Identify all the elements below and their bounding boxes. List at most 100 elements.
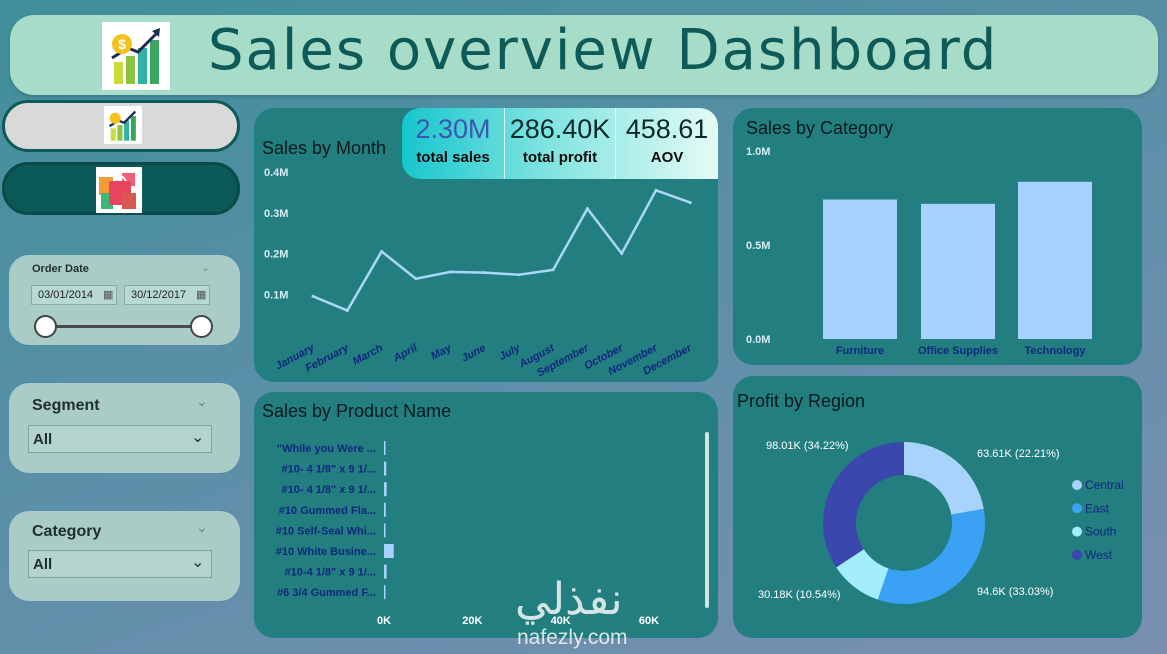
chevron-down-icon[interactable]: ⌄ <box>196 393 208 409</box>
kpi-divider <box>504 108 505 179</box>
x-tick-label: March <box>351 342 385 368</box>
segment-dropdown[interactable]: All ⌄ <box>28 425 212 453</box>
nav-button-overview[interactable] <box>2 100 240 152</box>
slice-data-label: 94.6K (33.03%) <box>977 586 1053 598</box>
x-tick-label: April <box>391 342 420 365</box>
x-tick-label: 40K <box>551 615 571 627</box>
product-label: "While you Were ... <box>277 443 376 455</box>
y-tick-label: 0.4M <box>264 167 288 179</box>
order-date-label: Order Date <box>32 263 89 275</box>
x-tick-label: 0K <box>377 615 391 627</box>
legend-label: West <box>1085 548 1113 562</box>
header-banner <box>10 15 1158 95</box>
y-tick-label: 0.0M <box>746 334 770 346</box>
category-bar <box>823 199 897 339</box>
sales-growth-icon: $ <box>102 22 170 90</box>
profit-by-region-donut-chart: 63.61K (22.21%) 94.6K (33.03%) 30.18K (10.… <box>758 440 1124 604</box>
segment-slicer: Segment ⌄ All ⌄ <box>9 383 240 473</box>
chart-title: Sales by Product Name <box>262 401 452 421</box>
product-bar <box>384 523 386 538</box>
sales-line <box>312 188 691 313</box>
chevron-down-icon: ⌄ <box>191 554 205 571</box>
y-tick-label: 0.5M <box>746 240 770 252</box>
chart-title: Profit by Region <box>737 391 866 411</box>
data-point <box>688 201 692 205</box>
data-point <box>414 277 418 281</box>
end-date-input[interactable]: 30/12/2017 <box>124 285 210 305</box>
category-bar <box>921 203 995 339</box>
legend-label: South <box>1085 525 1116 539</box>
kpi-strip: 2.30M total sales 286.40K total profit 4… <box>402 108 718 179</box>
y-tick-label: 1.0M <box>746 146 770 158</box>
slice-data-label: 30.18K (10.54%) <box>758 589 841 601</box>
vertical-scrollbar[interactable] <box>705 432 709 608</box>
page-title: Sales overview Dashboard <box>208 18 999 83</box>
chevron-down-icon[interactable]: ⌄ <box>196 519 208 535</box>
product-bar <box>384 502 386 517</box>
sales-by-category-card: Sales by Category 0.0M 0.5M 1.0M Furniture O… <box>733 108 1142 365</box>
product-bar <box>384 441 386 455</box>
start-date-input[interactable]: 03/01/2014 <box>31 285 117 305</box>
legend-marker <box>1072 549 1082 560</box>
chevron-down-icon: ⌄ <box>191 429 205 446</box>
kpi-divider <box>615 108 616 179</box>
product-label: #10- 4 1/8" x 9 1/... <box>282 464 377 476</box>
category-bar <box>1018 181 1092 339</box>
legend-label: East <box>1085 501 1110 515</box>
chart-title: Sales by Month <box>262 138 387 158</box>
slice-data-label: 63.61K (22.21%) <box>977 448 1060 460</box>
category-label: Category <box>32 523 102 540</box>
watermark-url: nafezly.com <box>517 626 628 649</box>
range-start-handle[interactable] <box>34 315 57 338</box>
product-label: #10-4 1/8" x 9 1/... <box>285 567 376 579</box>
svg-text:$: $ <box>118 36 126 52</box>
kpi-total-profit: 286.40K total profit <box>505 108 615 179</box>
y-tick-label: 0.3M <box>264 208 288 220</box>
data-point <box>517 273 521 277</box>
calendar-icon[interactable]: ▦ <box>103 289 114 301</box>
segment-value: All <box>33 431 53 448</box>
data-point <box>620 252 624 255</box>
product-bar <box>384 544 394 558</box>
product-bar <box>384 482 387 497</box>
product-bar <box>384 461 387 476</box>
donut-slice-central <box>904 442 984 515</box>
product-label: #10 Self-Seal Whi... <box>276 525 376 537</box>
x-tick-label: 20K <box>462 615 482 627</box>
legend-label: Central <box>1085 478 1124 492</box>
legend-marker <box>1072 480 1082 490</box>
sales-by-category-bar-chart: 0.0M 0.5M 1.0M Furniture Office Supplies Tech… <box>746 146 1092 357</box>
category-slicer: Category ⌄ All ⌄ <box>9 511 240 601</box>
kpi-total-sales: 2.30M total sales <box>402 108 504 179</box>
kpi-label: total sales <box>416 149 490 166</box>
range-end-handle[interactable] <box>190 315 213 338</box>
kpi-value: 2.30M <box>415 114 491 144</box>
product-label: #10 White Busine... <box>276 546 376 558</box>
segment-label: Segment <box>32 397 100 414</box>
start-date-value: 03/01/2014 <box>38 289 94 301</box>
data-point <box>345 309 349 313</box>
data-point <box>654 188 658 192</box>
sales-by-product-bar-chart: "While you Were ... #10- 4 1/8" x 9 1/...… <box>276 441 659 627</box>
data-point <box>483 271 486 275</box>
kpi-value: 286.40K <box>509 114 611 144</box>
kpi-aov: 458.61 AOV <box>616 108 718 179</box>
x-tick-label: Office Supplies <box>918 345 998 357</box>
donut-slice-east <box>877 508 985 604</box>
x-tick-label: Furniture <box>836 345 884 357</box>
kpi-value: 458.61 <box>625 114 709 144</box>
date-range-track[interactable] <box>45 325 203 328</box>
slice-data-label: 98.01K (34.22%) <box>766 440 849 452</box>
calendar-icon[interactable]: ▦ <box>196 289 207 301</box>
product-bar <box>384 585 386 600</box>
x-tick-label: May <box>429 342 454 363</box>
data-point <box>585 207 589 211</box>
donut-slice-west <box>823 442 904 568</box>
data-point <box>448 270 452 274</box>
x-tick-label: June <box>460 342 488 365</box>
category-dropdown[interactable]: All ⌄ <box>28 550 212 578</box>
nav-button-products[interactable] <box>2 162 240 215</box>
chevron-down-icon[interactable]: ⌄ <box>201 262 211 274</box>
y-tick-label: 0.1M <box>264 289 288 301</box>
